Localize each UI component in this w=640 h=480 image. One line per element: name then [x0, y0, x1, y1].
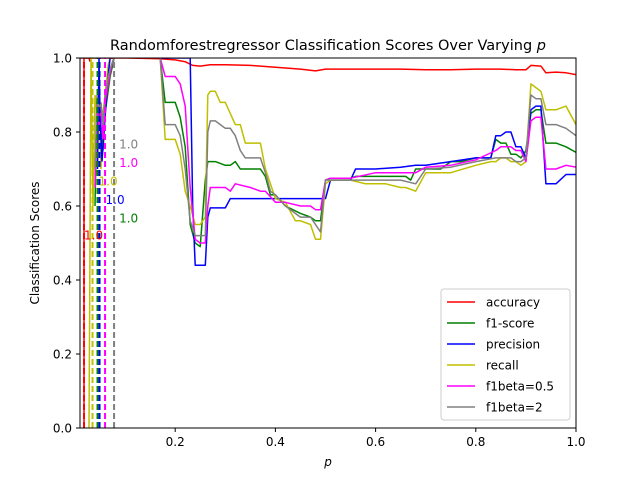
x-tick-label-3: 0.8 — [466, 435, 485, 449]
x-tick-label-0: 0.2 — [166, 435, 185, 449]
legend-label-1: f1-score — [486, 317, 534, 331]
annotation-label-2: 1.0 — [106, 193, 125, 207]
y-tick-label-2: 0.4 — [53, 274, 72, 288]
annotation-label-0: 1.0 — [84, 228, 103, 242]
y-tick-label-1: 0.2 — [53, 348, 72, 362]
legend-box — [440, 288, 571, 421]
annotation-label-3: 1.0 — [119, 212, 138, 226]
x-tick-label-2: 0.6 — [366, 435, 385, 449]
series-line-f1-score — [159, 58, 576, 248]
legend-label-5: f1beta=2 — [486, 401, 543, 415]
chart-title: Randomforestregressor Classification Sco… — [110, 38, 546, 54]
plot-area: 1.01.01.01.01.01.00.2 0.4 0.6 0.8 1.00.00.20… — [53, 52, 586, 450]
series-line-accuracy — [80, 58, 576, 76]
series-layer — [80, 58, 576, 428]
series-line-f1beta-0-5 — [159, 58, 576, 244]
y-axis-label: Classification Scores — [28, 181, 42, 304]
legend: accuracy f1-score precision recall f1beta=0.… — [440, 288, 571, 421]
legend-label-0: accuracy — [486, 296, 540, 310]
y-tick-label-0: 0.0 — [53, 422, 72, 436]
series-line-f1beta-2 — [159, 58, 576, 237]
y-tick-label-4: 0.8 — [53, 126, 72, 140]
chart-title-main: Randomforestregressor Classification Sco… — [110, 38, 537, 54]
chart-title-var: p — [536, 38, 546, 54]
legend-label-3: recall — [486, 359, 519, 373]
axes-frame — [79, 57, 577, 429]
legend-label-4: f1beta=0.5 — [486, 380, 554, 394]
y-tick-label-5: 1.0 — [53, 52, 72, 66]
x-tick-label-4: 1.0 — [566, 435, 585, 449]
y-tick-label-3: 0.6 — [53, 200, 72, 214]
legend-label-2: precision — [486, 338, 540, 352]
x-tick-label-1: 0.4 — [266, 435, 285, 449]
annotation-label-4: 1.0 — [119, 156, 138, 170]
annotation-label-5: 1.0 — [119, 138, 138, 152]
x-axis-label: p — [323, 455, 332, 469]
annotation-label-1: 1.0 — [99, 175, 118, 189]
